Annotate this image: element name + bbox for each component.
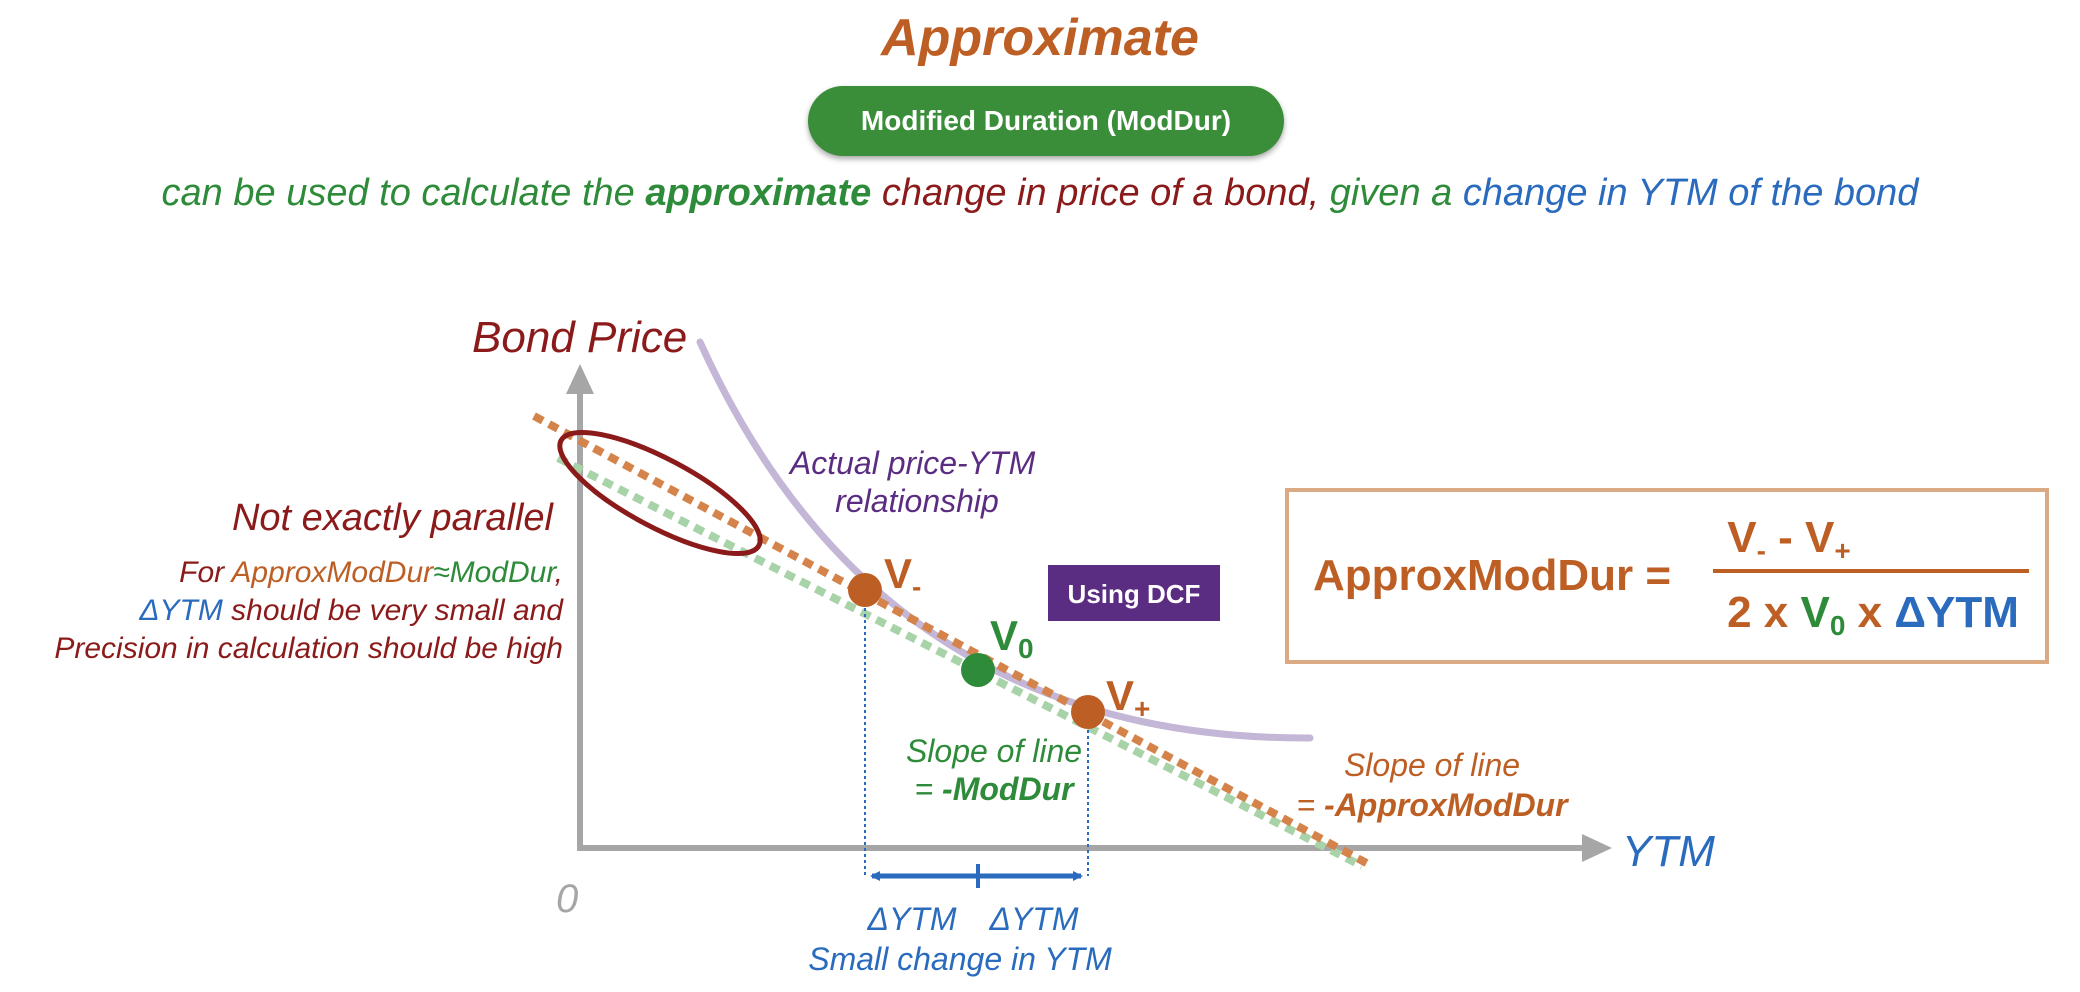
note-dytm: ΔYTM	[138, 594, 222, 627]
secant-line-approxmoddur	[532, 412, 1374, 870]
point-v-zero	[961, 653, 995, 687]
modified-duration-pill: Modified Duration (ModDur)	[808, 86, 1284, 156]
delta-right-label: ΔYTM	[988, 901, 1078, 937]
num-v1: V	[1727, 513, 1757, 562]
label-v-plus: V+	[1106, 672, 1150, 724]
curve-label: Actual price-YTM relationship	[788, 445, 1044, 519]
note-approx: ApproxModDur	[229, 556, 434, 589]
note-line-3: Precision in calculation should be high	[54, 632, 563, 665]
slope-green-line-2: = -ModDur	[914, 771, 1075, 807]
label-v-zero: V0	[990, 612, 1034, 664]
point-v-plus	[1071, 695, 1105, 729]
label-v-zero-base: V	[990, 612, 1018, 659]
formula: ApproxModDur = V- - V+ 2 x V0 x ΔYTM	[1313, 513, 2029, 641]
slope-orange-eq: =	[1296, 787, 1324, 823]
label-v-plus-sub: +	[1134, 693, 1150, 724]
note-moddur: ModDur	[450, 556, 558, 589]
origin-label: 0	[556, 877, 578, 921]
y-axis-label: Bond Price	[472, 313, 687, 362]
slope-orange-line-1: Slope of line	[1344, 747, 1520, 783]
formula-numerator: V- - V+	[1727, 513, 1851, 566]
using-dcf-label: Using DCF	[1068, 579, 1201, 609]
num-minus: -	[1766, 513, 1805, 562]
den-v0: V	[1801, 588, 1831, 637]
note-line-2: ΔYTM should be very small and	[138, 594, 564, 627]
den-dytm: ΔYTM	[1894, 588, 2019, 637]
num-v2: V	[1805, 513, 1835, 562]
subtitle-part-1: can be used to calculate the	[161, 172, 646, 214]
curve-label-line-2: relationship	[835, 483, 999, 519]
note-line-1: For ApproxModDur≈ModDur,	[179, 556, 563, 589]
formula-box: ApproxModDur = V- - V+ 2 x V0 x ΔYTM	[1285, 488, 2049, 664]
label-v-minus: V-	[884, 550, 921, 602]
slope-orange-val: -ApproxModDur	[1324, 787, 1569, 823]
slope-green-line-1: Slope of line	[906, 733, 1082, 769]
label-v-minus-base: V	[884, 550, 912, 597]
label-v-plus-base: V	[1106, 672, 1134, 719]
small-change-label: Small change in YTM	[808, 941, 1112, 977]
label-v-zero-sub: 0	[1018, 633, 1034, 664]
note-approx-sym: ≈	[433, 556, 449, 589]
num-sub1: -	[1757, 535, 1766, 566]
point-v-minus	[848, 573, 882, 607]
slope-orange-line-2: = -ApproxModDur	[1296, 787, 1569, 823]
x-axis-label: YTM	[1622, 827, 1715, 876]
note-line-2-rest: should be very small and	[223, 594, 564, 627]
slope-green-val: -ModDur	[942, 771, 1075, 807]
using-dcf-box	[1048, 565, 1220, 621]
slope-green-eq: =	[914, 771, 942, 807]
tangent-line-moddur	[556, 454, 1364, 870]
not-parallel-label: Not exactly parallel	[232, 497, 555, 539]
note-comma: ,	[555, 556, 563, 589]
subtitle: can be used to calculate the approximate…	[0, 172, 2080, 215]
subtitle-part-4: given a	[1319, 172, 1463, 214]
formula-lhs: ApproxModDur =	[1313, 551, 1671, 600]
label-v-minus-sub: -	[912, 571, 921, 602]
den-2x: 2 x	[1727, 588, 1800, 637]
subtitle-approximate: approximate	[645, 172, 872, 214]
not-parallel-ellipse	[557, 429, 763, 557]
num-sub2: +	[1834, 535, 1850, 566]
curve-label-line-1: Actual price-YTM	[788, 445, 1036, 481]
note-for: For	[179, 556, 231, 589]
subtitle-part-3: change in price of a bond,	[871, 172, 1320, 214]
den-sub0: 0	[1830, 610, 1846, 641]
price-ytm-curve	[696, 338, 1314, 742]
x-axis-arrowhead	[1582, 834, 1612, 862]
den-x: x	[1845, 588, 1894, 637]
formula-denominator: 2 x V0 x ΔYTM	[1727, 588, 2019, 641]
y-axis-arrowhead	[566, 364, 594, 394]
page-title: Approximate	[881, 9, 1199, 67]
delta-left-label: ΔYTM	[866, 901, 956, 937]
subtitle-part-5: change in YTM of the bond	[1462, 172, 1919, 214]
